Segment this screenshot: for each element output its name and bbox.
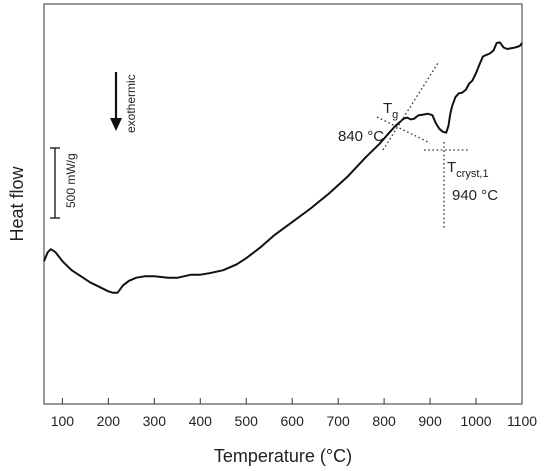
y-axis-title: Heat flow xyxy=(7,165,27,241)
x-tick-label: 200 xyxy=(97,413,121,429)
x-tick-label: 800 xyxy=(372,413,396,429)
x-tick-label: 700 xyxy=(326,413,350,429)
x-tick-label: 1000 xyxy=(460,413,491,429)
x-tick-label: 100 xyxy=(51,413,75,429)
x-axis-ticks xyxy=(61,398,523,404)
exothermic-arrow-head xyxy=(110,118,122,131)
tg-tangent-baseline xyxy=(376,116,431,144)
tg-value: 840 °C xyxy=(338,128,384,145)
x-tick-label: 300 xyxy=(143,413,167,429)
x-tick-label: 1100 xyxy=(507,413,537,429)
x-tick-label: 600 xyxy=(281,413,305,429)
heat-flow-curve xyxy=(43,41,523,294)
x-tick-label: 900 xyxy=(418,413,442,429)
tg-tangent-steep xyxy=(382,62,439,151)
scale-bar-label: 500 mW/g xyxy=(64,153,78,208)
x-tick-label: 500 xyxy=(235,413,259,429)
plot-frame xyxy=(43,3,523,405)
tcryst-label: Tcryst,1 xyxy=(447,159,489,180)
x-axis-title: Temperature (°C) xyxy=(214,446,352,466)
tg-label: Tg xyxy=(383,100,398,121)
x-axis-tick-labels: 100 200 300 400 500 600 700 800 900 1000 1100 xyxy=(51,413,538,429)
exothermic-label: exothermic xyxy=(124,74,138,133)
tcryst-value: 940 °C xyxy=(452,187,498,204)
x-tick-label: 400 xyxy=(189,413,213,429)
